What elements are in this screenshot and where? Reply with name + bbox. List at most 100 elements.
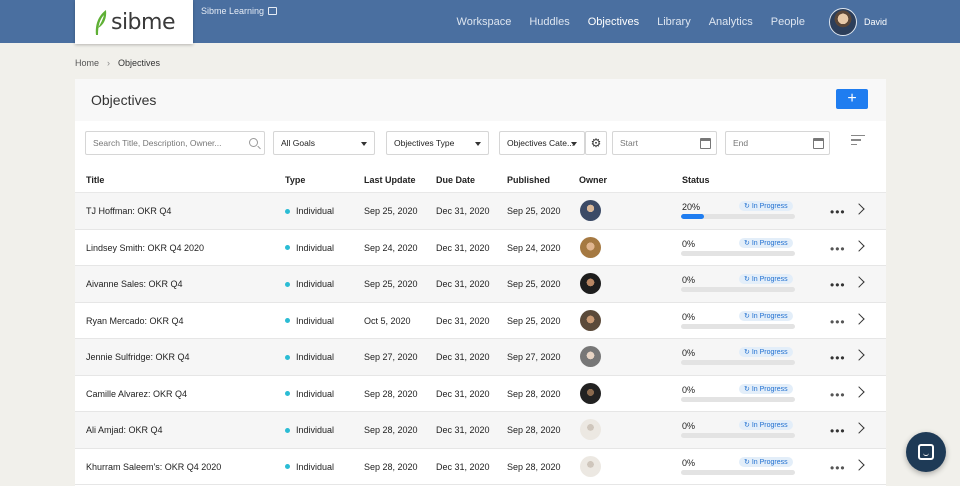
table-row[interactable]: Ali Amjad: OKR Q4 Individual Sep 28, 202… [75,412,886,449]
ellipsis-icon[interactable]: ••• [830,460,846,475]
chevron-right-icon[interactable] [853,349,865,361]
ellipsis-icon[interactable]: ••• [830,241,846,256]
objective-title[interactable]: TJ Hoffman: OKR Q4 [86,206,172,216]
col-title[interactable]: Title [86,175,105,185]
goals-value: All Goals [281,138,316,148]
published-date: Sep 28, 2020 [507,461,561,472]
last-update: Oct 5, 2020 [364,315,411,326]
objective-title[interactable]: Ali Amjad: OKR Q4 [86,425,163,435]
ellipsis-icon[interactable]: ••• [830,424,846,438]
due-date: Dec 31, 2020 [436,352,490,362]
nav-objectives[interactable]: Objectives [587,15,640,28]
refresh-icon: ↻ [744,422,752,429]
search-input[interactable]: Search Title, Description, Owner... [85,131,265,155]
col-status[interactable]: Status [682,175,710,185]
progress-bar [681,214,795,219]
chevron-right-icon[interactable] [853,385,865,398]
goals-dropdown[interactable]: All Goals [273,131,375,155]
owner-avatar[interactable] [580,382,601,404]
owner-avatar[interactable] [580,236,601,258]
search-icon[interactable] [249,138,258,147]
calendar-icon[interactable] [813,138,824,149]
objective-type: Individual [285,425,334,435]
ellipsis-icon[interactable]: ••• [830,351,846,365]
table-row[interactable]: Ryan Mercado: OKR Q4 Individual Oct 5, 2… [75,303,886,339]
chevron-right-icon[interactable] [853,203,865,215]
refresh-icon: ↻ [744,385,752,393]
owner-avatar[interactable] [580,273,601,294]
objective-title[interactable]: Camille Alvarez: OKR Q4 [86,388,188,399]
last-update: Sep 28, 2020 [364,425,418,435]
owner-avatar[interactable] [580,309,601,331]
table-row[interactable]: Lindsey Smith: OKR Q4 2020 Individual Se… [75,230,886,266]
owner-avatar[interactable] [580,200,601,221]
add-objective-button[interactable]: + [836,89,868,109]
user-menu[interactable]: David [829,8,887,36]
nav-people[interactable]: People [770,15,805,28]
objectives-type-dropdown[interactable]: Objectives Type [386,131,489,155]
objective-type: Individual [285,389,334,399]
progress-bar [681,287,795,292]
user-avatar[interactable] [829,8,857,36]
last-update: Sep 28, 2020 [364,388,418,399]
owner-avatar[interactable] [580,346,601,367]
nav-analytics[interactable]: Analytics [708,15,753,28]
chat-launcher-button[interactable] [906,432,946,472]
type-dot-icon [285,245,290,250]
account-name: Sibme Learning [201,6,265,16]
ellipsis-icon[interactable]: ••• [830,387,846,402]
objectives-category-dropdown[interactable]: Objectives Cate... [499,131,585,155]
due-date: Dec 31, 2020 [436,388,490,399]
start-date-input[interactable]: Start [612,131,717,155]
col-published[interactable]: Published [507,175,551,185]
breadcrumb-home[interactable]: Home [75,58,100,68]
col-owner[interactable]: Owner [579,175,608,185]
type-dot-icon [285,354,290,360]
chevron-right-icon[interactable] [853,239,865,252]
sibme-logo[interactable]: sibme [75,0,193,44]
table-row[interactable]: Camille Alvarez: OKR Q4 Individual Sep 2… [75,376,886,412]
ellipsis-icon[interactable]: ••• [830,314,846,329]
nav-library[interactable]: Library [657,15,691,28]
type-dot-icon [285,318,290,323]
progress-bar-fill [681,214,704,219]
type-label: Individual [296,279,335,289]
status-badge: ↻ In Progress [739,237,793,248]
type-dot-icon [285,464,290,469]
sort-icon[interactable] [851,135,871,149]
owner-avatar[interactable] [580,455,601,477]
switch-account-icon[interactable] [268,7,278,15]
table-row[interactable]: Aivanne Sales: OKR Q4 Individual Sep 25,… [75,266,886,303]
table-row[interactable]: Jennie Sulfridge: OKR Q4 Individual Sep … [75,339,886,376]
type-label: Individual [296,461,335,472]
chevron-right-icon[interactable] [853,312,865,325]
progress-bar [681,323,795,329]
chevron-right-icon[interactable] [853,276,865,288]
nav-huddles[interactable]: Huddles [529,15,570,28]
owner-avatar[interactable] [580,419,601,440]
table-row[interactable]: TJ Hoffman: OKR Q4 Individual Sep 25, 20… [75,193,886,230]
ellipsis-icon[interactable]: ••• [830,278,846,292]
chevron-right-icon[interactable] [853,458,865,471]
calendar-icon[interactable] [700,138,711,149]
account-switcher[interactable]: Sibme Learning [201,6,278,16]
objective-title[interactable]: Aivanne Sales: OKR Q4 [86,279,183,289]
status-label: In Progress [751,349,788,356]
end-date-input[interactable]: End [725,131,830,155]
col-type[interactable]: Type [285,175,306,185]
objective-title[interactable]: Khurram Saleem's: OKR Q4 2020 [86,461,222,472]
ellipsis-icon[interactable]: ••• [830,205,846,219]
objective-title[interactable]: Jennie Sulfridge: OKR Q4 [86,352,190,362]
chevron-right-icon[interactable] [853,422,865,434]
objective-title[interactable]: Ryan Mercado: OKR Q4 [86,315,184,326]
nav-workspace[interactable]: Workspace [456,15,512,28]
col-last-update[interactable]: Last Update [364,175,416,185]
gear-icon[interactable]: ⚙ [585,131,607,155]
table-row[interactable]: Khurram Saleem's: OKR Q4 2020 Individual… [75,449,886,485]
leaf-icon [95,10,107,35]
objective-title[interactable]: Lindsey Smith: OKR Q4 2020 [86,242,205,253]
page-title: Objectives [91,92,157,108]
col-due-date[interactable]: Due Date [436,175,476,185]
refresh-icon: ↻ [744,349,752,356]
table-header: Title Type Last Update Due Date Publishe… [75,167,886,193]
